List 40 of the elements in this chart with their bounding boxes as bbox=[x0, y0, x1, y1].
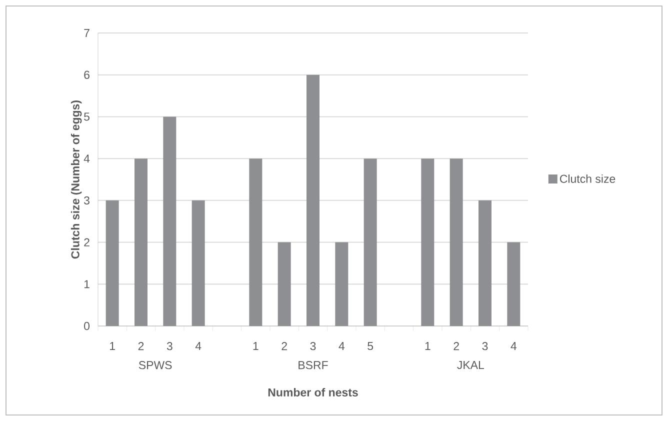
y-tick-label: 7 bbox=[84, 29, 90, 37]
x-axis-title: Number of nests bbox=[268, 388, 358, 396]
x-tick-label: 3 bbox=[310, 342, 316, 350]
x-tick-label: 1 bbox=[425, 342, 430, 350]
bar bbox=[421, 158, 434, 326]
x-tick-label: 5 bbox=[368, 342, 374, 350]
y-axis-title: Clutch size (Number of eggs) bbox=[70, 100, 82, 259]
x-tick-label: 3 bbox=[482, 342, 488, 350]
x-tick-label: 4 bbox=[338, 342, 345, 350]
y-tick-label: 2 bbox=[84, 238, 90, 246]
y-tick-label: 1 bbox=[84, 280, 90, 288]
x-tick-label: 3 bbox=[166, 342, 172, 350]
x-tick-label: 2 bbox=[454, 342, 459, 350]
bar bbox=[450, 158, 463, 326]
y-tick-label: 4 bbox=[84, 154, 90, 163]
text: BSRF bbox=[298, 361, 328, 370]
bar bbox=[192, 200, 205, 326]
bar bbox=[335, 242, 348, 326]
bar bbox=[478, 200, 492, 326]
bar bbox=[306, 74, 320, 326]
legend-label: Clutch size bbox=[560, 174, 616, 183]
y-tick-label: 3 bbox=[84, 196, 90, 204]
x-tick-label: 2 bbox=[282, 342, 287, 350]
y-tick-label: 6 bbox=[84, 70, 90, 79]
bar bbox=[163, 116, 176, 326]
x-tick-label: 4 bbox=[195, 342, 202, 350]
text: JKAL bbox=[457, 361, 484, 370]
text: SPWS bbox=[138, 361, 172, 370]
x-tick-label: 1 bbox=[110, 342, 115, 350]
bar bbox=[106, 200, 119, 326]
y-tick-label: 0 bbox=[84, 322, 90, 330]
x-tick-label: 2 bbox=[138, 342, 144, 350]
bar bbox=[507, 242, 520, 326]
bar bbox=[249, 158, 262, 326]
bar bbox=[134, 158, 148, 326]
bar bbox=[364, 158, 377, 326]
x-tick-label: 1 bbox=[253, 342, 258, 350]
x-tick-label: 4 bbox=[510, 342, 517, 350]
bar bbox=[278, 242, 291, 326]
y-tick-label: 5 bbox=[84, 112, 90, 121]
